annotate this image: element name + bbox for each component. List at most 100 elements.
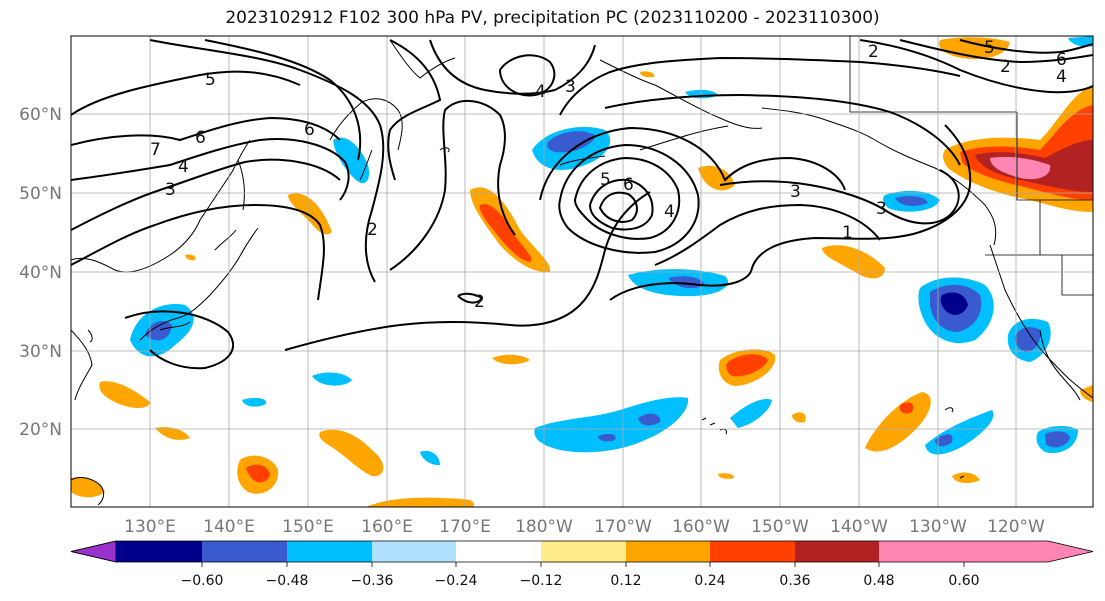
lat-label: 50°N (19, 184, 62, 204)
pv-contour (573, 156, 681, 240)
contour-label: 2 (474, 292, 485, 312)
contour-label: 4 (1056, 67, 1067, 87)
contour-label: 5 (984, 38, 995, 58)
lat-label: 60°N (19, 105, 62, 125)
lon-label: 160°E (361, 517, 413, 537)
colorbar-tick-label: −0.24 (435, 573, 478, 589)
lat-axis-labels: 60°N 50°N 40°N 30°N 20°N (19, 105, 62, 440)
coastline-west-us (989, 244, 1093, 399)
border-states (985, 200, 1093, 296)
anomaly-blob (865, 392, 931, 452)
colorbar-tick-label: 0.60 (948, 573, 979, 589)
colorbar-segment (879, 541, 964, 562)
lon-label: 150°E (282, 517, 334, 537)
colorbar-extend-low (70, 540, 117, 563)
contour-label: 5 (600, 170, 611, 190)
contour-label: 3 (165, 180, 176, 200)
pv-contour (609, 124, 972, 301)
colorbar-tick-label: −0.12 (520, 573, 563, 589)
contour-label: 6 (623, 175, 634, 195)
lon-label: 140°W (830, 517, 888, 537)
anomaly-blob (242, 397, 267, 407)
pv-contour (71, 203, 325, 301)
coastlines (71, 39, 1093, 506)
contour-label: 2 (367, 220, 378, 240)
colorbar: −0.60 −0.48 −0.36 −0.24 −0.12 0.12 0.24 … (70, 540, 1094, 589)
pv-contour (457, 292, 484, 304)
anomaly-blob (99, 381, 150, 408)
pv-contours (71, 39, 1093, 370)
contour-label: 6 (195, 128, 206, 148)
colorbar-segment (710, 541, 795, 562)
contour-labels: 5 7 6 4 3 6 2 4 3 2 5 6 4 3 1 2 3 6 4 2 … (150, 38, 1067, 312)
anomaly-blob (792, 412, 806, 423)
pv-contour (71, 138, 350, 201)
colorbar-segment (626, 541, 710, 562)
pv-contour (559, 56, 961, 116)
contour-label: 2 (868, 42, 879, 62)
anomaly-blob (288, 193, 332, 235)
colorbar-tick-label: 0.12 (610, 573, 641, 589)
anomaly-blob (470, 187, 551, 273)
anomaly-blob (718, 473, 735, 479)
lon-axis-labels: 130°E 140°E 150°E 160°E 170°E 180°W 170°… (124, 517, 1045, 537)
pv-contour (558, 143, 700, 254)
anomaly-blob (822, 245, 885, 279)
anomaly-blob (319, 429, 384, 477)
pv-contour (899, 39, 1093, 64)
colorbar-outline (70, 540, 1094, 563)
pv-contour (71, 116, 341, 146)
colorbar-tick-label: −0.36 (351, 573, 394, 589)
colorbar-segment (456, 541, 541, 562)
anomaly-blob (237, 455, 279, 494)
coastline-islands-sw (71, 329, 105, 506)
pv-contour (389, 99, 516, 271)
lon-label: 150°W (751, 517, 809, 537)
colorbar-tick-label: −0.48 (266, 573, 309, 589)
lat-label: 20°N (19, 420, 62, 440)
gridlines (71, 36, 1093, 507)
colorbar-tick-label: −0.60 (181, 573, 224, 589)
pv-contour (588, 178, 654, 231)
pv-contour (539, 126, 846, 201)
coastline-kamchatka (329, 98, 403, 181)
lat-label: 40°N (19, 263, 62, 283)
pv-contour (71, 70, 301, 116)
pv-contour (859, 39, 1093, 94)
anomaly-blob (492, 354, 530, 365)
lat-label: 30°N (19, 342, 62, 362)
colorbar-tick-label: 0.48 (863, 573, 894, 589)
anomaly-blob (718, 349, 776, 386)
anomaly-blob (420, 450, 440, 466)
anomaly-blob (130, 304, 194, 357)
colorbar-segment (116, 541, 202, 562)
contour-label: 4 (535, 82, 546, 102)
colorbar-tick-label: 0.36 (779, 573, 810, 589)
precip-anomaly-layer (71, 36, 1093, 507)
anomaly-blob (534, 397, 689, 453)
colorbar-segment (372, 541, 456, 562)
contour-label: 5 (205, 70, 216, 90)
coastline-baja (1039, 329, 1081, 401)
colorbar-segment (541, 541, 626, 562)
coastline-aleutians (559, 125, 729, 166)
anomaly-blob (312, 372, 352, 386)
anomaly-blob (71, 477, 105, 498)
anomaly-blob (918, 277, 994, 344)
colorbar-extend-high (964, 541, 1093, 562)
contour-label: 3 (565, 77, 576, 97)
lon-label: 140°E (203, 517, 255, 537)
anomaly-blob (185, 254, 196, 261)
anomaly-blob (333, 137, 370, 184)
contour-label: 4 (178, 157, 189, 177)
pv-contour (71, 158, 341, 231)
map-frame (70, 35, 1094, 508)
pv-contour (598, 191, 638, 223)
lon-label: 170°W (594, 517, 652, 537)
lon-label: 170°E (439, 517, 491, 537)
contour-label: 2 (1000, 57, 1011, 77)
pv-contour (204, 39, 362, 161)
anomaly-blob (925, 410, 994, 455)
colorbar-ticks (201, 562, 965, 567)
